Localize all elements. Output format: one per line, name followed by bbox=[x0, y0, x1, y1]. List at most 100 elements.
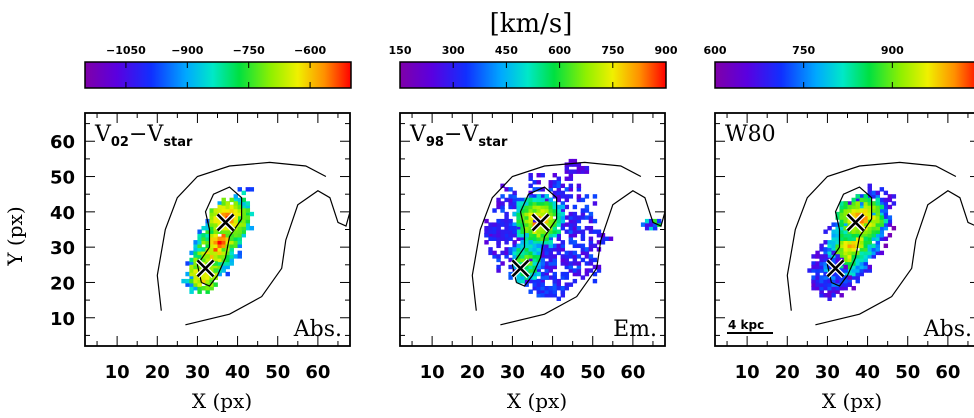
heatmap-pixel bbox=[532, 271, 537, 277]
heatmap-pixel bbox=[540, 204, 545, 210]
heatmap-pixel bbox=[552, 247, 557, 252]
heatmap-pixel bbox=[851, 285, 856, 291]
heatmap-pixel bbox=[237, 233, 242, 238]
panel-1: −1050 −900 −750 −600 10 20 30 40 50 60 10 20 30 40 50 6… bbox=[50, 44, 352, 413]
heatmap-pixel bbox=[213, 233, 218, 238]
heatmap-pixel bbox=[540, 247, 545, 252]
heatmap-pixel bbox=[233, 236, 238, 241]
heatmap-pixel bbox=[652, 218, 658, 224]
heatmap-pixel bbox=[225, 201, 230, 206]
heatmap-pixel bbox=[504, 218, 509, 224]
heatmap-pixel bbox=[496, 233, 501, 238]
heatmap-pixel bbox=[544, 254, 549, 259]
heatmap-pixel bbox=[847, 233, 852, 238]
heatmap-pixel bbox=[508, 250, 513, 256]
heatmap-pixel bbox=[839, 204, 844, 210]
marker-stroke bbox=[511, 259, 530, 278]
heatmap-pixel bbox=[835, 225, 840, 231]
heatmap-pixel bbox=[520, 215, 525, 220]
heatmap-pixel bbox=[847, 282, 852, 287]
heatmap-pixel bbox=[556, 180, 562, 185]
heatmap-pixel bbox=[500, 218, 505, 224]
heatmap-pixel bbox=[568, 187, 574, 192]
heatmap-pixel bbox=[580, 208, 586, 213]
heatmap-pixel bbox=[827, 293, 832, 298]
heatmap-pixel bbox=[516, 257, 521, 263]
heatmap-pixel bbox=[592, 218, 598, 224]
heatmap-pixel bbox=[851, 236, 856, 241]
heatmap-pixel bbox=[532, 204, 537, 210]
heatmap-pixel bbox=[496, 264, 501, 270]
heatmap-pixel bbox=[863, 215, 868, 220]
heatmap-pixel bbox=[241, 208, 247, 213]
heatmap-pixel bbox=[871, 236, 877, 241]
heatmap-pixel bbox=[576, 243, 582, 249]
heatmap-pixel bbox=[580, 233, 586, 238]
heatmap-pixel bbox=[197, 233, 202, 238]
heatmap-pixel bbox=[839, 218, 844, 224]
heatmap-pixel bbox=[249, 187, 255, 192]
heatmap-pixel bbox=[205, 257, 210, 263]
heatmap-pixel bbox=[221, 243, 226, 249]
heatmap-pixel bbox=[213, 282, 218, 287]
heatmap-pixel bbox=[875, 201, 881, 206]
heatmap-pixel bbox=[508, 257, 513, 263]
heatmap-pixel bbox=[225, 271, 230, 277]
heatmap-pixel bbox=[229, 222, 234, 227]
heatmap-pixel bbox=[524, 215, 529, 220]
x-tick-label: 20 bbox=[775, 362, 800, 383]
heatmap-pixel bbox=[201, 271, 206, 277]
heatmap-pixel bbox=[528, 194, 533, 199]
heatmap-pixel bbox=[528, 289, 533, 294]
heatmap-pixel bbox=[859, 250, 864, 256]
heatmap-pixel bbox=[843, 285, 848, 291]
heatmap-pixel bbox=[201, 285, 206, 291]
heatmap-pixel bbox=[823, 257, 828, 263]
heatmap-pixel bbox=[524, 240, 529, 245]
heatmap-pixel bbox=[516, 236, 521, 241]
heatmap-pixel bbox=[588, 218, 594, 224]
heatmap-pixel bbox=[540, 293, 545, 298]
heatmap-pixel bbox=[851, 240, 856, 245]
heatmap-pixel bbox=[524, 222, 529, 227]
heatmap-pixel bbox=[524, 243, 529, 249]
heatmap-pixel bbox=[875, 208, 881, 213]
heatmap-pixel bbox=[548, 254, 553, 259]
heatmap-pixel bbox=[823, 275, 828, 280]
heatmap-pixel bbox=[237, 236, 242, 241]
heatmap-pixel bbox=[572, 158, 578, 164]
heatmap-pixel bbox=[572, 222, 578, 227]
heatmap-pixel bbox=[843, 254, 848, 259]
heatmap-pixel bbox=[552, 261, 557, 266]
panel-title: V98−Vstar bbox=[409, 122, 508, 150]
heatmap-pixel bbox=[540, 201, 545, 206]
heatmap-pixel bbox=[528, 233, 533, 238]
heatmap-pixel bbox=[819, 278, 824, 284]
panel-2: 150 300 450 600 750 900 10 20 30 40 50 60 X (px) V98−… bbox=[389, 44, 678, 413]
heatmap-pixel bbox=[867, 183, 872, 189]
heatmap-pixel bbox=[843, 247, 848, 252]
heatmap-pixel bbox=[839, 268, 844, 273]
heatmap-pixel bbox=[863, 243, 868, 249]
heatmap-pixel bbox=[839, 250, 844, 256]
heatmap-pixel bbox=[580, 215, 586, 220]
heatmap-pixel bbox=[879, 233, 885, 238]
heatmap-pixel bbox=[548, 187, 553, 192]
y-tick-label: 30 bbox=[50, 238, 75, 259]
nucleus-marker bbox=[215, 212, 236, 233]
heatmap bbox=[807, 183, 897, 301]
heatmap-pixel bbox=[843, 243, 848, 249]
heatmap-pixel bbox=[544, 271, 549, 277]
heatmap-pixel bbox=[500, 204, 505, 210]
heatmap-pixel bbox=[536, 261, 541, 266]
heatmap-pixel bbox=[504, 225, 509, 231]
heatmap-pixel bbox=[536, 264, 541, 270]
heatmap-pixel bbox=[588, 254, 594, 259]
heatmap-pixel bbox=[560, 215, 566, 220]
heatmap-pixel bbox=[540, 233, 545, 238]
heatmap-pixel bbox=[225, 229, 230, 234]
heatmap-pixel bbox=[572, 257, 578, 263]
heatmap-pixel bbox=[823, 261, 828, 266]
heatmap-pixel bbox=[851, 257, 856, 263]
heatmap-pixel bbox=[859, 194, 864, 199]
